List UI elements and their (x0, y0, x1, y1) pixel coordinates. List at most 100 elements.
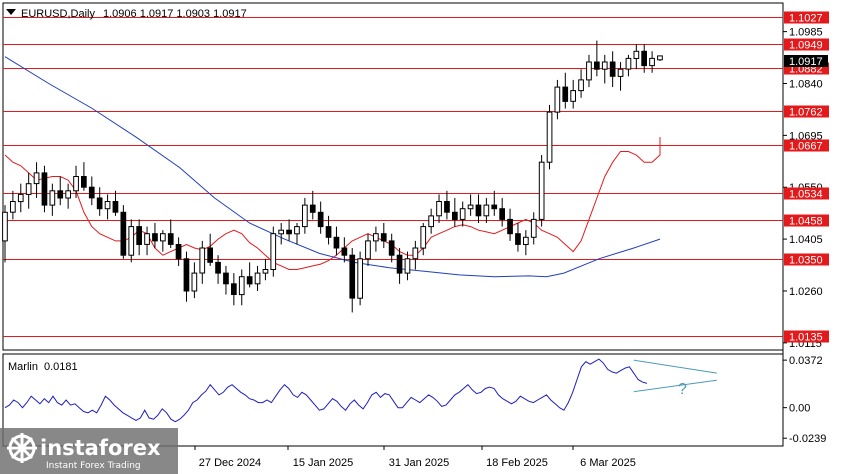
candle-body (254, 272, 261, 285)
chevron-down-icon[interactable] (6, 9, 16, 15)
candle-body (562, 86, 569, 102)
candle-body (499, 208, 505, 220)
candle (333, 226, 340, 256)
candle (183, 251, 190, 302)
candle (341, 237, 348, 263)
candle (96, 187, 103, 216)
candle-body (112, 201, 119, 213)
level-label-bg (784, 187, 829, 200)
candle-body (349, 254, 356, 299)
oscillator-tick-label: -0.0239 (789, 433, 826, 445)
candle (136, 219, 143, 256)
instaforex-logo: instaforex Instant Forex Trading (0, 428, 178, 474)
candle-body (420, 226, 427, 249)
candle (128, 219, 135, 263)
trend-line (633, 379, 717, 393)
oscillator-value: 0.0181 (44, 361, 78, 373)
candle (317, 201, 324, 234)
candle (365, 233, 371, 266)
candle-body (57, 190, 64, 199)
price-tick-label: 1.0405 (789, 234, 823, 246)
time-tick-label: 6 Mar 2025 (580, 457, 636, 469)
candle (412, 240, 419, 270)
price-tick-label: 1.0260 (789, 286, 823, 298)
level-label-bg (784, 38, 829, 51)
candle-body (404, 258, 411, 274)
candle (562, 72, 569, 109)
candle (199, 240, 206, 284)
candle-body (286, 229, 292, 235)
candle (278, 223, 284, 245)
candle (120, 205, 127, 259)
candle (286, 219, 292, 241)
time-tick-label: 31 Jan 2025 (389, 457, 450, 469)
candle (459, 201, 466, 227)
candle-body (207, 247, 214, 263)
candle-body (199, 247, 206, 274)
oscillator-tick-label: 0.00 (789, 403, 810, 415)
candle (475, 194, 482, 224)
candle-body (594, 61, 600, 70)
candle-body (515, 233, 521, 245)
candle-body (341, 247, 348, 256)
candle-body (88, 186, 95, 199)
candle (112, 190, 119, 216)
candle (380, 223, 387, 249)
level-label-bg (784, 11, 829, 24)
candle (294, 223, 300, 245)
level-label-bg (784, 253, 829, 266)
candle (617, 62, 624, 91)
candle-body (641, 50, 647, 67)
candle (152, 223, 158, 249)
candle-body (302, 204, 308, 228)
candle (428, 208, 434, 234)
candle-body (81, 176, 87, 188)
level-label: 1.0534 (789, 189, 823, 201)
level-label: 1.0135 (789, 332, 823, 344)
candle (641, 44, 647, 73)
candle-body (246, 276, 253, 285)
candle (25, 172, 32, 209)
candle (530, 212, 537, 245)
candle (657, 55, 663, 61)
candle-body (96, 197, 103, 210)
chart-header: EURUSD,Daily 1.0906 1.0917 1.0903 1.0917 (6, 8, 247, 20)
candle-body (325, 226, 332, 238)
candle-body (507, 218, 513, 235)
level-label: 1.0949 (789, 40, 823, 52)
level-label: 1.0762 (789, 107, 823, 119)
candle-body (452, 211, 458, 221)
oscillator-annotation: ? (678, 381, 687, 398)
candle-body (609, 61, 616, 77)
level-label: 1.0350 (789, 255, 823, 267)
candle-body (467, 204, 474, 210)
candle (609, 51, 616, 88)
candle (309, 190, 316, 220)
candle (491, 190, 498, 216)
candle-body (491, 204, 498, 210)
symbol-timeframe: EURUSD,Daily (21, 8, 95, 20)
candle (357, 251, 363, 306)
candle-body (373, 233, 379, 242)
candle (231, 273, 237, 306)
level-label: 1.1027 (789, 13, 823, 25)
candle-body (388, 240, 395, 256)
candle (483, 197, 490, 224)
candle (262, 258, 269, 281)
candle-body (2, 211, 8, 242)
candle-body (459, 208, 466, 220)
candle (546, 104, 553, 170)
current-price-marker: 1.0917 (784, 55, 828, 68)
candle-body (396, 254, 403, 274)
candle-body (365, 240, 371, 260)
candle-body (223, 272, 229, 285)
candle (65, 183, 72, 209)
price-tick-label: 1.0840 (789, 78, 823, 90)
candle-body (546, 111, 553, 163)
candle (507, 208, 513, 241)
candle (325, 215, 332, 245)
candle (420, 223, 427, 256)
candle (586, 54, 592, 88)
candle (467, 194, 474, 216)
candle-body (554, 86, 561, 113)
